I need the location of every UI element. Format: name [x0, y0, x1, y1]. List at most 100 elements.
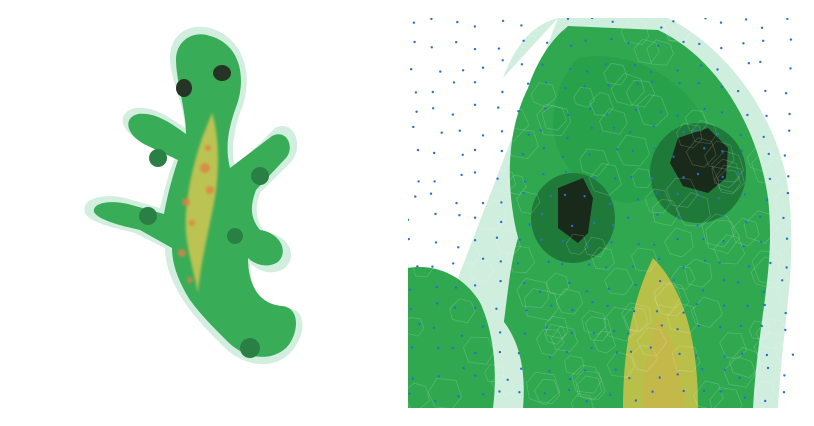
mosaic-cell	[197, 382, 208, 393]
seed-point	[518, 238, 521, 242]
mosaic-cell	[750, 256, 783, 289]
mosaic-cell	[449, 74, 483, 106]
seed-point	[743, 193, 746, 196]
seed-point	[720, 111, 724, 114]
seed-point	[649, 70, 653, 74]
mosaic-cell	[719, 332, 747, 360]
mosaic-cell	[581, 310, 607, 335]
mosaic-cell	[573, 86, 595, 108]
mosaic-cell	[412, 193, 446, 226]
seed-point	[542, 147, 546, 150]
mosaic-cell	[653, 282, 690, 317]
seed-point	[739, 133, 742, 137]
mosaic-cell	[526, 371, 561, 406]
seed-point	[716, 68, 719, 71]
mosaic-cell	[776, 121, 796, 150]
mosaic-cell	[148, 364, 162, 378]
mosaic-cell	[571, 364, 603, 394]
seed-point	[762, 290, 765, 294]
mosaic-cell	[625, 79, 656, 108]
mosaic-cell	[471, 130, 493, 152]
seed-point	[542, 173, 545, 176]
seed-point	[433, 180, 436, 183]
seed-point	[721, 150, 724, 153]
seed-point	[586, 244, 589, 247]
mosaic-cell	[408, 78, 441, 109]
seed-point	[473, 25, 477, 28]
seed-point	[567, 113, 570, 117]
seed-point	[628, 376, 631, 380]
seed-point	[614, 177, 617, 180]
seed-point	[473, 148, 477, 152]
seed-point	[481, 257, 485, 260]
mosaic-cell	[445, 174, 475, 203]
mosaic-cell	[491, 61, 519, 90]
mosaic-cell	[764, 94, 796, 126]
seed-point	[528, 223, 531, 226]
mosaic-cell	[603, 62, 628, 86]
seed-point	[611, 20, 614, 23]
seed-point	[676, 192, 679, 196]
mosaic-cell	[713, 234, 746, 265]
mosaic-cell	[550, 326, 579, 352]
seed-point	[593, 221, 596, 225]
seed-point	[701, 289, 705, 292]
seed-point	[500, 220, 503, 224]
mosaic-cell	[506, 245, 535, 274]
seed-point	[593, 176, 597, 179]
seed-point	[547, 260, 550, 263]
seed-point	[452, 262, 455, 265]
seed-point	[592, 331, 596, 335]
seed-point	[473, 306, 477, 310]
mosaic-cell	[665, 177, 699, 208]
mosaic-cell	[294, 75, 306, 87]
mosaic-cell	[664, 227, 694, 258]
mosaic-cell	[705, 219, 741, 254]
mosaic-cell	[541, 104, 567, 131]
seed-point	[738, 173, 741, 176]
seed-point	[416, 148, 420, 152]
seed-point	[607, 287, 611, 290]
seed-point	[543, 392, 546, 395]
seed-point	[568, 377, 572, 381]
mosaic-cell	[454, 75, 478, 100]
mosaic-cell	[534, 378, 561, 405]
seed-point	[655, 310, 659, 313]
mosaic-cell	[545, 272, 570, 296]
seed-point	[788, 129, 791, 132]
seed-point	[462, 366, 465, 370]
mosaic-cell	[216, 381, 228, 393]
seed-point	[742, 245, 745, 248]
seed-point	[612, 126, 616, 130]
mosaic-cell	[524, 288, 559, 321]
seed-point	[609, 202, 612, 205]
mosaic-cell	[636, 327, 668, 357]
seed-point	[610, 241, 613, 244]
seed-point	[452, 81, 456, 84]
seed-point	[746, 304, 749, 308]
seed-point	[610, 37, 613, 41]
mosaic-cell	[564, 355, 585, 375]
mosaic-cell	[408, 88, 430, 113]
mosaic-cell	[761, 96, 792, 126]
seed-point	[461, 153, 464, 156]
mosaic-cell	[704, 140, 735, 170]
gecko-mosaic-full	[60, 18, 320, 408]
mosaic-cell	[676, 122, 703, 149]
seed-point	[481, 66, 485, 69]
seed-point	[611, 223, 614, 227]
seed-point	[722, 278, 726, 282]
seed-point	[498, 390, 501, 393]
seed-point	[660, 324, 664, 327]
mosaic-cell	[419, 97, 450, 129]
seed-point	[414, 195, 417, 198]
mosaic-cell	[751, 150, 787, 185]
seed-point	[606, 113, 609, 117]
left-eye-icon	[176, 79, 192, 97]
left-limb-halo	[478, 298, 524, 408]
seed-point	[652, 125, 655, 128]
seed-point	[461, 69, 465, 72]
seed-point	[745, 221, 748, 224]
mosaic-cell	[666, 303, 699, 334]
seed-point	[746, 113, 749, 117]
